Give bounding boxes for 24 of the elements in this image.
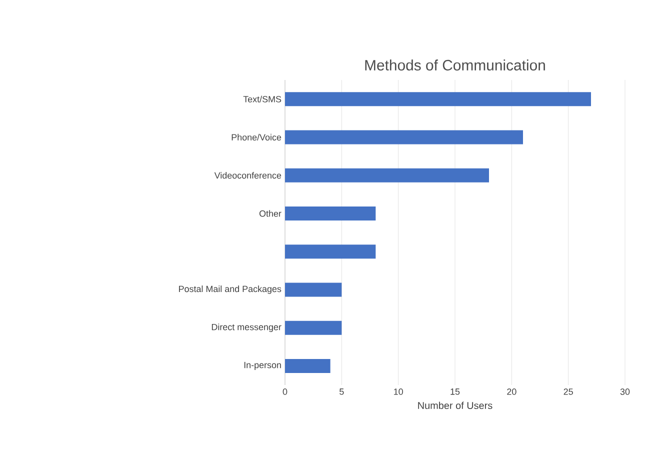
x-tick-label: 15 <box>450 388 460 395</box>
chart-title: Methods of Communication <box>365 60 545 70</box>
x-axis-title: Number of Users <box>418 402 492 410</box>
bar <box>285 320 342 335</box>
y-tick-label: Postal Mail and Packages <box>179 286 282 294</box>
bar <box>285 92 591 106</box>
y-tick-label: In-person <box>244 362 281 370</box>
x-tick-label: 20 <box>507 388 516 395</box>
bar <box>285 358 330 373</box>
x-tick-label: 30 <box>620 388 630 395</box>
bar <box>285 130 523 144</box>
y-tick-label: Text/SMS <box>243 96 282 102</box>
x-tick-label: 0 <box>282 388 288 395</box>
bar <box>285 244 376 259</box>
y-tick-label: Direct messenger <box>212 324 282 332</box>
x-tick-label: 25 <box>564 388 573 395</box>
y-tick-label: Phone/Voice <box>232 134 282 140</box>
bar <box>285 168 489 182</box>
x-tick-label: 5 <box>340 388 344 395</box>
y-tick-label: Videoconference <box>214 172 282 179</box>
bar <box>285 282 342 297</box>
bar <box>285 206 376 220</box>
x-tick-label: 10 <box>394 388 403 395</box>
y-tick-label: Other <box>259 210 282 217</box>
